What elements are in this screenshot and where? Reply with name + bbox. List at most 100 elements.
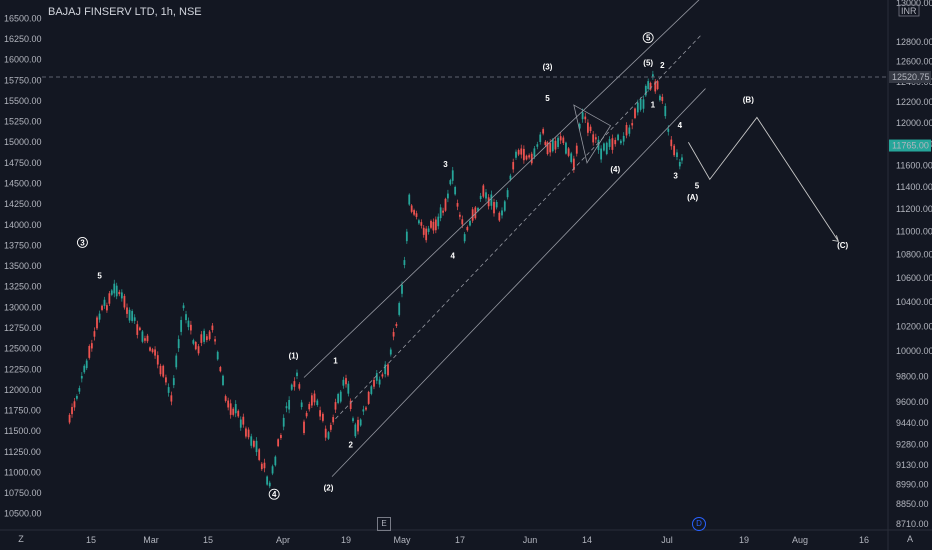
candle-body [622, 135, 625, 142]
candle-body [459, 214, 461, 217]
candle-body [96, 317, 98, 329]
candle-body [413, 210, 415, 215]
candle-body [190, 324, 192, 331]
left-axis-tick: 16500.00 [4, 13, 42, 23]
candle-body [439, 207, 442, 219]
candle-body [263, 462, 266, 469]
auto-scale-icon[interactable]: A [906, 534, 913, 544]
candle-body [205, 336, 208, 341]
candle-body [288, 399, 291, 410]
candle-body [619, 140, 622, 144]
candle-body [600, 148, 603, 160]
left-axis-tick: 16000.00 [4, 55, 42, 65]
candle-body [68, 414, 71, 423]
candle-body [370, 386, 373, 394]
candle-body [485, 192, 487, 199]
channel-line-lower[interactable] [331, 88, 706, 477]
x-axis-tick: 19 [341, 535, 351, 545]
candle-body [258, 449, 261, 460]
candle-body [490, 194, 493, 206]
left-axis-tick: 15000.00 [4, 137, 42, 147]
x-axis-tick: 19 [739, 535, 749, 545]
wave-label: 5 [545, 94, 550, 103]
right-axis-tick: 11200.00 [896, 204, 932, 214]
candle-body [434, 219, 437, 231]
right-axis-tick: 10600.00 [896, 273, 932, 283]
wave-label: 2 [660, 61, 665, 70]
candle-body [216, 351, 219, 360]
left-axis-tick: 16250.00 [4, 34, 42, 44]
candle-body [676, 152, 678, 158]
left-axis-tick: 12000.00 [4, 385, 42, 395]
candle-body [403, 260, 406, 266]
candle-body [106, 305, 108, 311]
candle-body [515, 151, 517, 158]
x-axis-tick: May [393, 535, 411, 545]
candle-body [567, 148, 570, 156]
candle-body [144, 338, 146, 341]
candle-body [375, 373, 378, 381]
candle-body [378, 379, 381, 385]
candle-body [362, 409, 365, 412]
timezone-icon[interactable]: Z [18, 534, 24, 544]
wave-label: 3 [673, 172, 678, 181]
candle-body [625, 124, 628, 136]
left-axis-tick: 15250.00 [4, 117, 42, 127]
right-axis-tick: 8850.00 [896, 499, 929, 509]
channel-line-middle[interactable] [335, 34, 702, 420]
candle-body [603, 143, 605, 151]
wave-label: 4 [272, 490, 277, 499]
wave-label: (4) [610, 165, 620, 174]
candle-body [474, 207, 477, 219]
candle-body [365, 407, 367, 410]
candle-body [551, 139, 554, 152]
candle-body [554, 140, 557, 150]
price-tags: 12520.75 11765.00 [889, 71, 931, 152]
candle-body [482, 185, 485, 197]
left-axis-tick: 11250.00 [4, 447, 41, 457]
wave-label: (2) [324, 484, 334, 493]
candle-body [594, 137, 597, 140]
channel-line-upper[interactable] [303, 0, 701, 378]
candle-body [575, 145, 578, 154]
projection-path[interactable] [687, 116, 839, 242]
candle-body [584, 116, 587, 120]
candle-body [123, 295, 126, 308]
right-axis-tick: 8990.00 [896, 479, 929, 489]
event-e-icon[interactable]: E [377, 517, 391, 531]
x-axis-tick: Apr [276, 535, 290, 545]
candle-body [73, 401, 76, 408]
right-axis-tick: 11600.00 [896, 160, 932, 170]
candle-body [347, 383, 350, 394]
candle-body [266, 476, 269, 485]
candle-body [525, 155, 528, 160]
triangle-pattern[interactable] [573, 104, 612, 164]
right-axis-tick: 9600.00 [896, 397, 929, 407]
candle-body [274, 456, 277, 466]
candle-body [232, 408, 235, 415]
candle-body [487, 197, 490, 207]
candle-body [313, 393, 316, 403]
candle-body [401, 284, 403, 294]
candle-body [498, 212, 501, 221]
candle-body [479, 195, 482, 200]
candle-body [128, 309, 131, 321]
candle-body [222, 375, 224, 386]
candle-body [187, 320, 190, 328]
candle-body [349, 400, 352, 410]
right-axis-tick: 9440.00 [896, 418, 929, 428]
wave-label: (1) [289, 352, 299, 361]
x-axis-tick: Jun [523, 535, 538, 545]
candle-body [197, 346, 200, 354]
candle-body [234, 404, 237, 414]
candle-body [141, 331, 144, 342]
candle-body [539, 134, 542, 142]
candle-body [463, 234, 466, 242]
candle-body [408, 194, 411, 205]
event-d-icon[interactable]: D [692, 517, 706, 531]
candle-body [644, 85, 647, 96]
currency-badge[interactable] [898, 4, 920, 17]
candle-body [559, 136, 562, 141]
right-axis-tick: 12600.00 [896, 57, 932, 67]
